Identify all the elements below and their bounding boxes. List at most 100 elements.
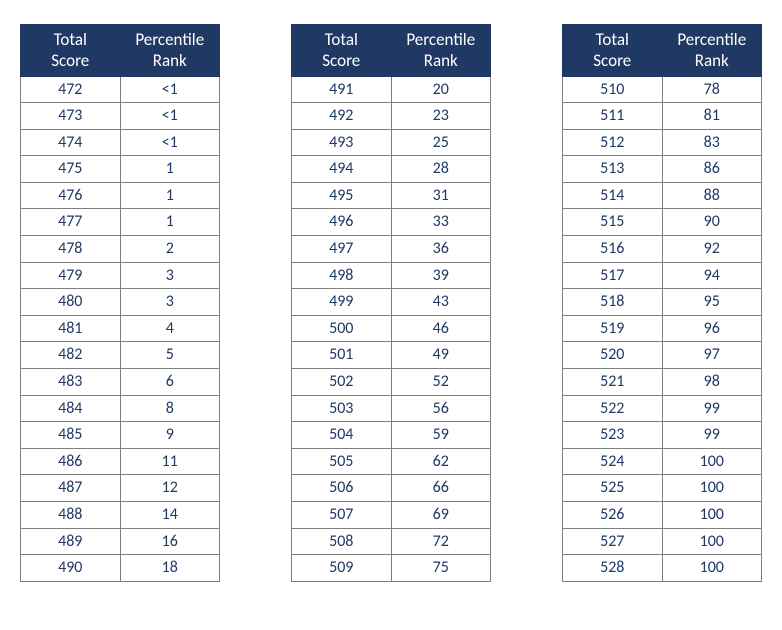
col-header-rank: Percentile Rank (120, 25, 220, 77)
cell-rank: 75 (391, 555, 491, 582)
table-row: 526100 (563, 502, 762, 529)
cell-score: 508 (292, 528, 392, 555)
table-body: 472<1 473<1 474<1 4751 4761 4771 4782 47… (21, 76, 220, 581)
cell-score: 507 (292, 502, 392, 529)
cell-score: 499 (292, 289, 392, 316)
cell-score: 525 (563, 475, 663, 502)
cell-score: 519 (563, 315, 663, 342)
cell-score: 483 (21, 369, 121, 396)
cell-rank: 99 (662, 395, 762, 422)
table-row: 51078 (563, 76, 762, 103)
cell-rank: 12 (120, 475, 220, 502)
col-header-score-l1: Total (569, 29, 656, 50)
cell-rank: 1 (120, 182, 220, 209)
cell-score: 488 (21, 502, 121, 529)
table-row: 4751 (21, 156, 220, 183)
cell-score: 504 (292, 422, 392, 449)
cell-score: 479 (21, 262, 121, 289)
table-header-row: Total Score Percentile Rank (563, 25, 762, 77)
cell-rank: 36 (391, 236, 491, 263)
col-header-score-l1: Total (27, 29, 114, 50)
table-body: 51078 51181 51283 51386 51488 51590 5169… (563, 76, 762, 581)
cell-score: 495 (292, 182, 392, 209)
cell-score: 500 (292, 315, 392, 342)
cell-score: 505 (292, 448, 392, 475)
cell-score: 501 (292, 342, 392, 369)
col-header-rank: Percentile Rank (391, 25, 491, 77)
table-body: 49120 49223 49325 49428 49531 49633 4973… (292, 76, 491, 581)
table-row: 4771 (21, 209, 220, 236)
cell-score: 497 (292, 236, 392, 263)
cell-rank: 52 (391, 369, 491, 396)
cell-rank: 98 (662, 369, 762, 396)
cell-score: 481 (21, 315, 121, 342)
table-row: 527100 (563, 528, 762, 555)
table-row: 49736 (292, 236, 491, 263)
cell-rank: <1 (120, 76, 220, 103)
table-row: 48814 (21, 502, 220, 529)
cell-score: 513 (563, 156, 663, 183)
cell-rank: <1 (120, 129, 220, 156)
cell-rank: 25 (391, 129, 491, 156)
cell-score: 522 (563, 395, 663, 422)
cell-score: 498 (292, 262, 392, 289)
cell-rank: 23 (391, 103, 491, 130)
table-row: 474<1 (21, 129, 220, 156)
table-row: 4761 (21, 182, 220, 209)
cell-score: 480 (21, 289, 121, 316)
cell-score: 502 (292, 369, 392, 396)
cell-rank: 96 (662, 315, 762, 342)
cell-rank: 100 (662, 448, 762, 475)
col-header-score-l2: Score (27, 50, 114, 71)
table-row: 49120 (292, 76, 491, 103)
cell-score: 517 (563, 262, 663, 289)
cell-rank: 69 (391, 502, 491, 529)
col-header-score: Total Score (292, 25, 392, 77)
table-row: 4859 (21, 422, 220, 449)
cell-rank: 46 (391, 315, 491, 342)
col-header-rank-l2: Rank (669, 50, 756, 71)
table-row: 48916 (21, 528, 220, 555)
cell-rank: 100 (662, 555, 762, 582)
cell-score: 516 (563, 236, 663, 263)
cell-score: 510 (563, 76, 663, 103)
cell-rank: 3 (120, 262, 220, 289)
cell-score: 476 (21, 182, 121, 209)
col-header-rank: Percentile Rank (662, 25, 762, 77)
cell-rank: 100 (662, 502, 762, 529)
cell-rank: 2 (120, 236, 220, 263)
cell-score: 472 (21, 76, 121, 103)
cell-rank: 9 (120, 422, 220, 449)
table-row: 50975 (292, 555, 491, 582)
col-header-rank-l1: Percentile (669, 29, 756, 50)
table-row: 52299 (563, 395, 762, 422)
cell-score: 511 (563, 103, 663, 130)
cell-score: 514 (563, 182, 663, 209)
col-header-score-l2: Score (298, 50, 385, 71)
cell-score: 518 (563, 289, 663, 316)
table-row: 51996 (563, 315, 762, 342)
table-row: 51181 (563, 103, 762, 130)
cell-rank: 72 (391, 528, 491, 555)
cell-score: 520 (563, 342, 663, 369)
cell-rank: 3 (120, 289, 220, 316)
cell-rank: 8 (120, 395, 220, 422)
col-header-rank-l1: Percentile (127, 29, 214, 50)
cell-score: 492 (292, 103, 392, 130)
cell-score: 524 (563, 448, 663, 475)
cell-score: 475 (21, 156, 121, 183)
cell-rank: 97 (662, 342, 762, 369)
table-row: 50459 (292, 422, 491, 449)
cell-score: 485 (21, 422, 121, 449)
cell-rank: 88 (662, 182, 762, 209)
table-row: 49633 (292, 209, 491, 236)
table-row: 49428 (292, 156, 491, 183)
cell-rank: 11 (120, 448, 220, 475)
cell-rank: 1 (120, 209, 220, 236)
table-row: 50046 (292, 315, 491, 342)
cell-score: 484 (21, 395, 121, 422)
cell-rank: 28 (391, 156, 491, 183)
table-header-row: Total Score Percentile Rank (21, 25, 220, 77)
cell-score: 515 (563, 209, 663, 236)
table-row: 4814 (21, 315, 220, 342)
